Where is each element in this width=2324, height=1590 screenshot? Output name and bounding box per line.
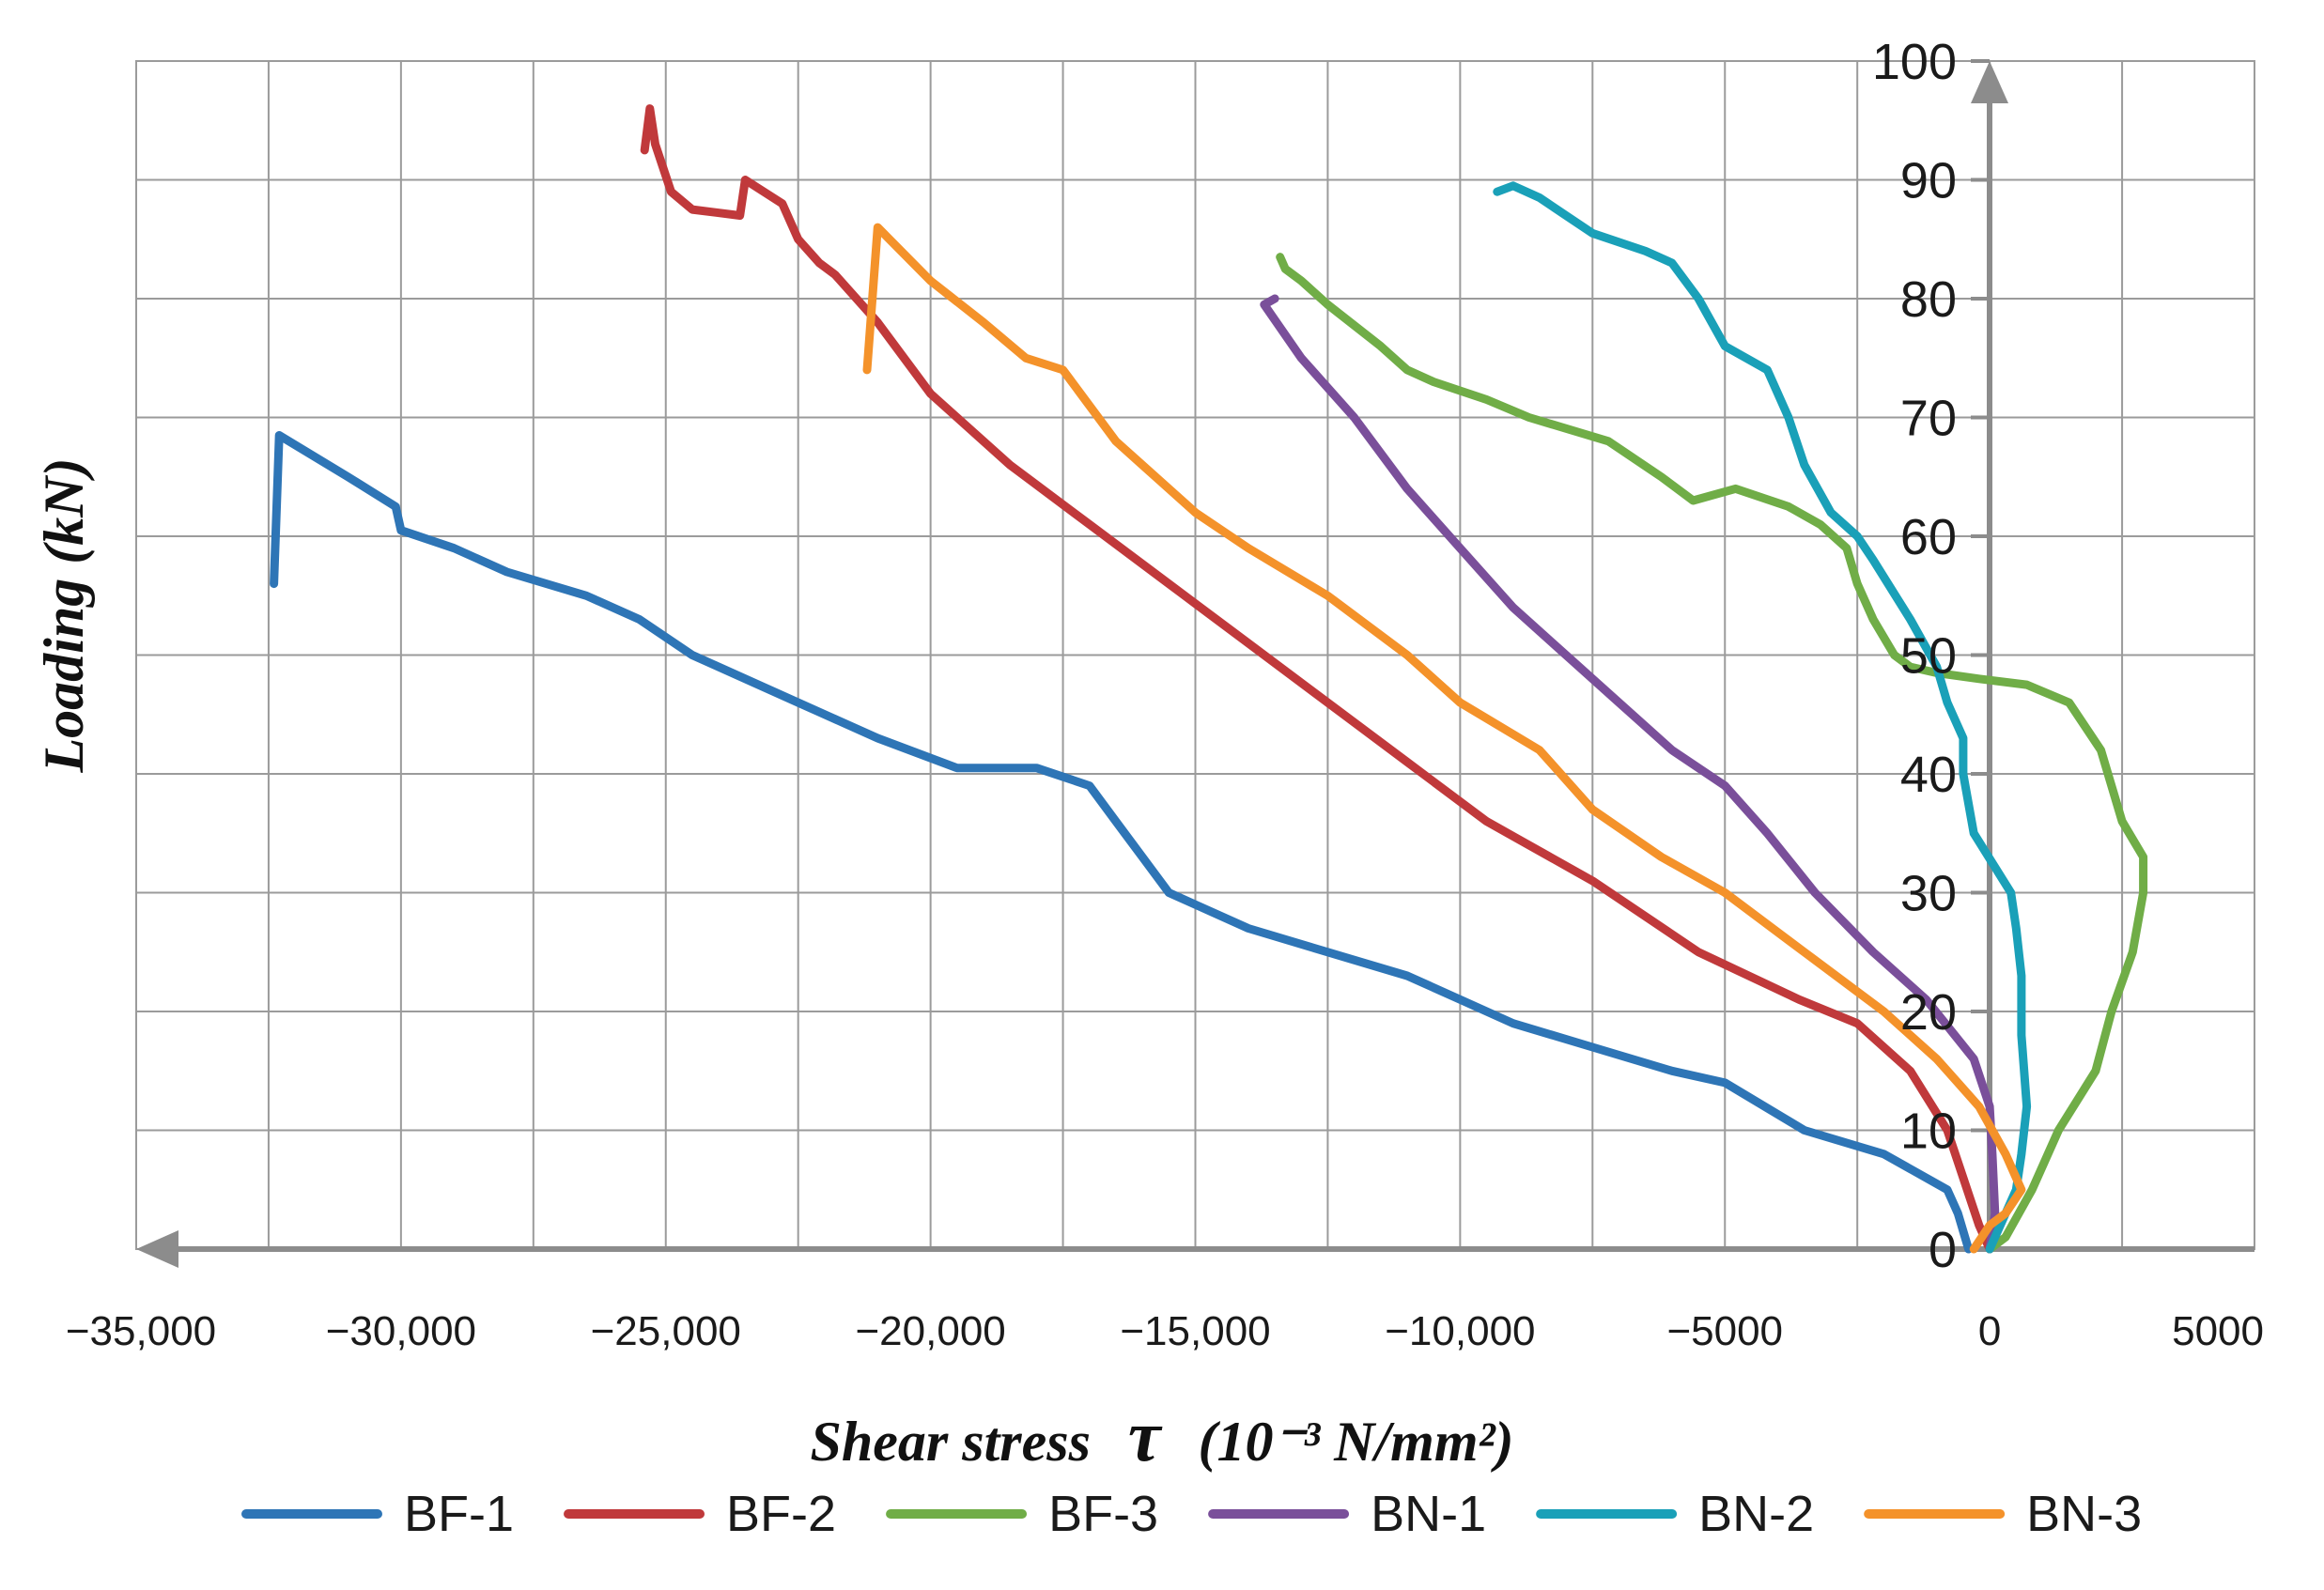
series-line-bn-2 bbox=[1493, 181, 2032, 1254]
x-tick-label: 0 bbox=[1978, 1308, 2001, 1354]
x-tick-label: −25,000 bbox=[591, 1308, 741, 1354]
series-line-bf-3 bbox=[1276, 253, 2148, 1254]
series-line-bn-1 bbox=[1260, 294, 2000, 1254]
y-tick-label: 70 bbox=[1900, 391, 1957, 447]
y-tick-label: 10 bbox=[1900, 1104, 1957, 1160]
series-line-bf-1 bbox=[270, 431, 1974, 1254]
x-tick-label: −20,000 bbox=[855, 1308, 1005, 1354]
legend-label-bf-2: BF-2 bbox=[726, 1486, 836, 1542]
legend: BF-1 BF-2 BF-3 BN-1 BN-2 BN-3 bbox=[241, 1486, 2142, 1542]
x-tick-label: −30,000 bbox=[326, 1308, 476, 1354]
y-tick-label: 50 bbox=[1900, 628, 1957, 685]
gridlines bbox=[135, 60, 2255, 1250]
y-tick-label: 60 bbox=[1900, 509, 1957, 565]
x-tick-label: −35,000 bbox=[66, 1308, 216, 1354]
y-tick-label: 30 bbox=[1900, 866, 1957, 922]
x-tick-label: −5000 bbox=[1666, 1308, 1783, 1354]
y-tick-label: 80 bbox=[1900, 271, 1957, 328]
x-tick-label: −15,000 bbox=[1120, 1308, 1270, 1354]
axes bbox=[136, 59, 2254, 1268]
x-tick-labels: −35,000 −30,000 −25,000 −20,000 −15,000 −10,0… bbox=[66, 1308, 2264, 1354]
x-axis-title: Shear stress τ (10⁻³ N/mm²) bbox=[811, 1395, 1514, 1476]
x-axis-arrow-icon bbox=[136, 1230, 178, 1268]
x-axis-label: Shear stress bbox=[811, 1411, 1091, 1473]
x-axis-symbol: τ bbox=[1128, 1395, 1163, 1476]
y-tick-label: 0 bbox=[1929, 1222, 1957, 1278]
series-line-bn-3 bbox=[862, 223, 2026, 1254]
legend-label-bn-2: BN-2 bbox=[1698, 1486, 1814, 1542]
y-tick-label: 40 bbox=[1900, 747, 1957, 803]
x-tick-label: −10,000 bbox=[1385, 1308, 1535, 1354]
y-tick-label: 90 bbox=[1900, 153, 1957, 209]
y-axis-title: Loading (kN) bbox=[33, 458, 95, 774]
y-tick-label: 20 bbox=[1900, 984, 1957, 1041]
y-tick-label: 100 bbox=[1872, 34, 1957, 90]
legend-label-bf-1: BF-1 bbox=[404, 1486, 514, 1542]
legend-label-bf-3: BF-3 bbox=[1048, 1486, 1158, 1542]
y-tick-labels: 0 10 20 30 40 50 60 70 80 90 100 bbox=[1872, 34, 1957, 1278]
legend-label-bn-3: BN-3 bbox=[2026, 1486, 2142, 1542]
y-axis-arrow-icon bbox=[1971, 61, 2008, 103]
x-tick-label: 5000 bbox=[2172, 1308, 2264, 1354]
series-group bbox=[270, 104, 2148, 1254]
legend-label-bn-1: BN-1 bbox=[1371, 1486, 1486, 1542]
series-line-bf-2 bbox=[640, 104, 1994, 1254]
x-axis-units: (10⁻³ N/mm²) bbox=[1199, 1411, 1514, 1473]
